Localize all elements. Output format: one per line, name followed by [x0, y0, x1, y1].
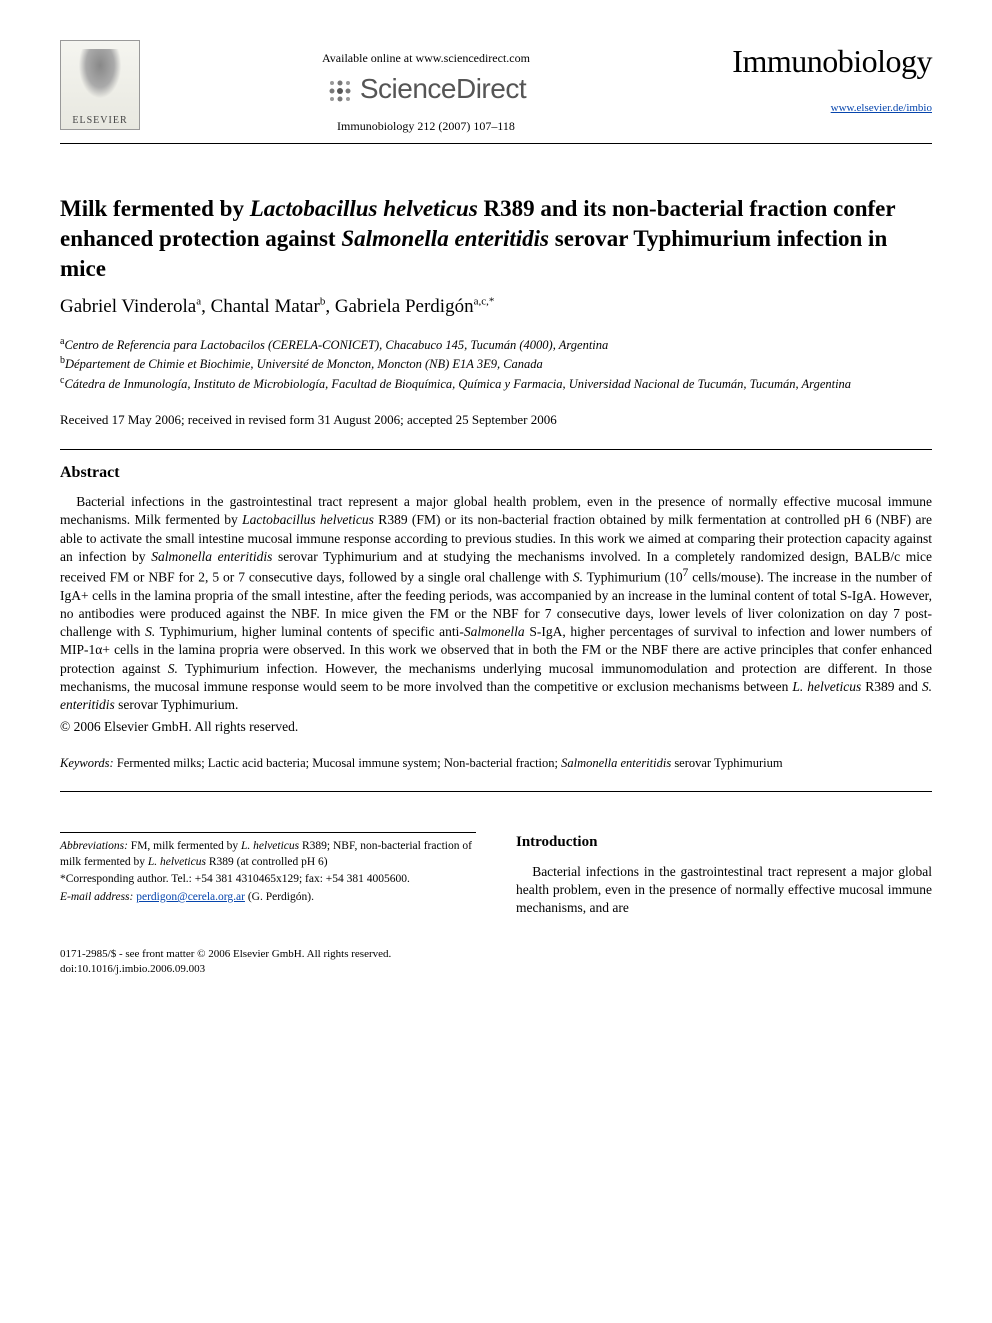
- sciencedirect-logo: ScienceDirect: [180, 70, 672, 108]
- elsevier-logo: ELSEVIER: [60, 40, 140, 130]
- title-span: Milk fermented by: [60, 196, 250, 221]
- footer-right: Introduction Bacterial infections in the…: [516, 832, 932, 917]
- abstract-copyright: © 2006 Elsevier GmbH. All rights reserve…: [60, 718, 932, 736]
- article-dates: Received 17 May 2006; received in revise…: [60, 411, 932, 429]
- publisher-logo-block: ELSEVIER: [60, 40, 180, 137]
- affiliation: bDépartement de Chimie et Biochimie, Uni…: [60, 354, 932, 373]
- abstract-top-rule: [60, 449, 932, 450]
- header-rule: [60, 143, 932, 144]
- author: Gabriela Perdigóna,c,*: [335, 296, 495, 317]
- front-matter-line: 0171-2985/$ - see front matter © 2006 El…: [60, 947, 932, 961]
- footer-columns: Abbreviations: FM, milk fermented by L. …: [60, 832, 932, 917]
- header-right: Immunobiology www.elsevier.de/imbio: [672, 40, 932, 116]
- keywords-text: Fermented milks; Lactic acid bacteria; M…: [114, 756, 783, 770]
- author: Chantal Matarb: [211, 296, 326, 317]
- footer-left: Abbreviations: FM, milk fermented by L. …: [60, 832, 476, 917]
- header-center: Available online at www.sciencedirect.co…: [180, 40, 672, 134]
- article-title: Milk fermented by Lactobacillus helvetic…: [60, 194, 932, 284]
- email-label: E-mail address:: [60, 891, 133, 903]
- journal-url-link[interactable]: www.elsevier.de/imbio: [672, 101, 932, 116]
- journal-name: Immunobiology: [672, 40, 932, 83]
- email-link[interactable]: perdigon@cerela.org.ar: [136, 891, 245, 903]
- author-affil-sup: a: [196, 295, 201, 307]
- available-online-text: Available online at www.sciencedirect.co…: [180, 50, 672, 66]
- elsevier-label: ELSEVIER: [61, 114, 139, 128]
- affiliation: aCentro de Referencia para Lactobacilos …: [60, 335, 932, 354]
- affiliation: cCátedra de Inmunología, Instituto de Mi…: [60, 374, 932, 393]
- author: Gabriel Vinderolaa: [60, 296, 201, 317]
- abstract-heading: Abstract: [60, 462, 932, 484]
- introduction-body: Bacterial infections in the gastrointest…: [516, 863, 932, 918]
- citation-line: Immunobiology 212 (2007) 107–118: [180, 118, 672, 134]
- affiliation-list: aCentro de Referencia para Lactobacilos …: [60, 335, 932, 393]
- bottom-meta: 0171-2985/$ - see front matter © 2006 El…: [60, 947, 932, 976]
- abstract-body: Bacterial infections in the gastrointest…: [60, 493, 932, 714]
- keywords-block: Keywords: Fermented milks; Lactic acid b…: [60, 755, 932, 772]
- introduction-heading: Introduction: [516, 832, 932, 852]
- title-italic-span: Salmonella enteritidis: [341, 226, 549, 251]
- affiliation-sup: c: [60, 375, 64, 386]
- keywords-label: Keywords:: [60, 756, 114, 770]
- title-italic-span: Lactobacillus helveticus: [250, 196, 478, 221]
- journal-header: ELSEVIER Available online at www.science…: [60, 40, 932, 137]
- author-list: Gabriel Vinderolaa, Chantal Matarb, Gabr…: [60, 294, 932, 320]
- affiliation-sup: b: [60, 355, 65, 366]
- elsevier-tree-icon: [75, 49, 125, 104]
- affiliation-sup: a: [60, 336, 64, 347]
- author-affil-sup: a,c,*: [474, 295, 495, 307]
- email-author: (G. Perdigón).: [248, 891, 314, 903]
- keywords-bottom-rule: [60, 791, 932, 792]
- doi-line: doi:10.1016/j.imbio.2006.09.003: [60, 962, 932, 976]
- author-affil-sup: b: [320, 295, 326, 307]
- abbreviations-text: Abbreviations: FM, milk fermented by L. …: [60, 839, 476, 870]
- corresponding-author-text: *Corresponding author. Tel.: +54 381 431…: [60, 872, 476, 888]
- sciencedirect-dots-icon: [326, 77, 354, 105]
- sciencedirect-label: ScienceDirect: [360, 73, 526, 104]
- email-line: E-mail address: perdigon@cerela.org.ar (…: [60, 890, 476, 906]
